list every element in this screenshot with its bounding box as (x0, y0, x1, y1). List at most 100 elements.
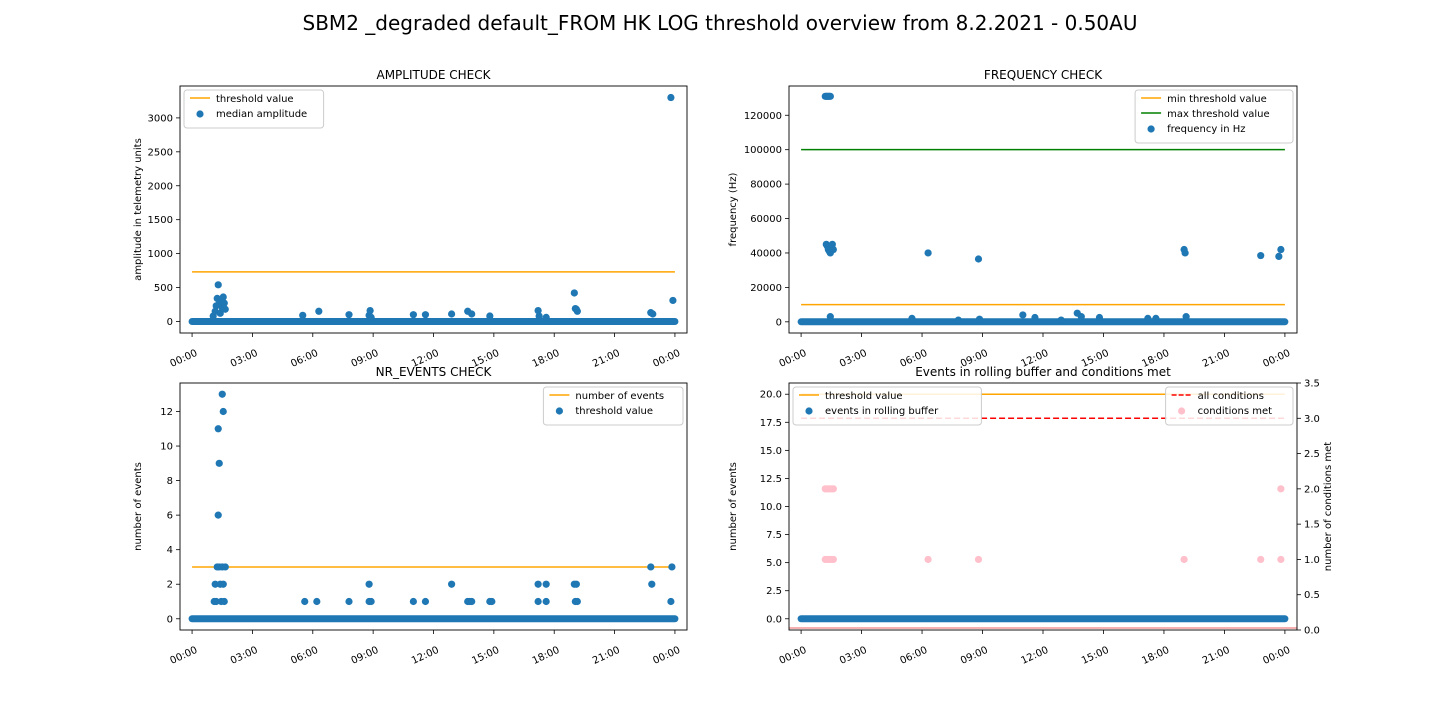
data-point (669, 296, 677, 305)
data-point (826, 92, 834, 100)
legend: threshold value median amplitude (183, 89, 325, 129)
data-point (1019, 311, 1027, 319)
data-point (365, 580, 373, 588)
y-right-tick-label: 2.0 (1304, 484, 1320, 495)
data-point (1275, 252, 1283, 261)
data-point (221, 563, 229, 571)
x-tick-label: 12:00 (410, 645, 441, 667)
x-tick-label: 15:00 (1080, 645, 1111, 667)
y-tick-label: 40000 (750, 248, 782, 259)
x-tick-label: 15:00 (470, 645, 501, 667)
legend: min threshold value max threshold value fr… (1134, 89, 1294, 144)
y-axis-label: number of events (728, 462, 739, 551)
y-right-axis-label: number of conditions met (1323, 442, 1334, 572)
x-tick-label: 00:00 (778, 348, 809, 370)
x-tick-label: 21:00 (1201, 348, 1232, 370)
x-tick-label: 21:00 (591, 348, 622, 370)
x-tick-label: 06:00 (289, 348, 320, 370)
legend-marker-swatch (196, 110, 204, 118)
legend-marker-swatch (1147, 125, 1155, 133)
condition-point (974, 555, 983, 564)
data-point (488, 597, 496, 606)
legend-label: threshold value (216, 94, 294, 105)
y-tick-label: 60000 (750, 214, 782, 225)
y-axis-label: frequency (Hz) (728, 172, 739, 246)
data-point (542, 313, 550, 321)
y-tick-label: 1500 (148, 215, 173, 226)
y-tick-label: 2.5 (766, 586, 782, 597)
legend-label: number of events (575, 391, 664, 402)
data-point (1095, 313, 1104, 322)
condition-point (1277, 555, 1285, 564)
x-tick-label: 18:00 (531, 645, 562, 667)
data-point (211, 580, 219, 588)
y-tick-label: 12.5 (760, 474, 782, 485)
data-point (212, 597, 220, 606)
data-point (908, 314, 916, 322)
x-tick-label: 21:00 (591, 645, 622, 667)
data-point (367, 597, 375, 606)
x-tick-label: 12:00 (1019, 645, 1050, 667)
y-tick-label: 0 (776, 317, 782, 328)
x-tick-label: 09:00 (350, 645, 381, 667)
x-tick-label: 18:00 (1140, 645, 1171, 667)
data-point (954, 316, 962, 324)
x-tick-label: 21:00 (1201, 645, 1232, 667)
y-tick-label: 15.0 (760, 446, 782, 457)
data-point (367, 313, 375, 321)
legend-label: conditions met (1198, 406, 1273, 417)
data-point (573, 307, 581, 315)
legend: threshold value events in rolling buffer (792, 386, 982, 426)
data-point (301, 597, 309, 606)
data-point (573, 597, 581, 606)
data-point (219, 580, 227, 588)
data-point (220, 299, 228, 307)
y-tick-label: 12 (160, 407, 173, 418)
data-point (534, 307, 542, 315)
y-right-tick-label: 0.5 (1304, 590, 1320, 601)
x-tick-label: 06:00 (289, 645, 320, 667)
y-right-tick-label: 2.5 (1304, 449, 1320, 460)
y-tick-label: 0 (167, 614, 173, 625)
data-point (366, 307, 374, 315)
data-point (219, 293, 227, 301)
data-point (214, 425, 222, 433)
condition-point (1277, 485, 1285, 493)
data-point (214, 281, 222, 289)
chart-title: NR_EVENTS CHECK (376, 365, 493, 379)
y-tick-label: 6 (167, 511, 173, 522)
data-point (975, 315, 984, 323)
data-point (572, 580, 580, 588)
y-tick-label: 120000 (744, 111, 782, 122)
y-tick-label: 1000 (148, 249, 173, 260)
y-tick-label: 4 (167, 545, 173, 556)
data-point (448, 580, 456, 588)
x-tick-label: 03:00 (838, 645, 869, 667)
x-tick-label: 03:00 (229, 348, 260, 370)
y-tick-label: 2500 (148, 147, 173, 158)
condition-point (1257, 555, 1265, 564)
data-point (216, 309, 224, 317)
chart-title: AMPLITUDE CHECK (376, 68, 491, 82)
x-tick-label: 00:00 (651, 348, 682, 370)
x-tick-label: 00:00 (651, 645, 682, 667)
legend-marker-swatch (1178, 407, 1186, 415)
data-point (829, 245, 837, 254)
legend-marker-swatch (805, 407, 813, 415)
data-point (221, 305, 229, 313)
data-point (1057, 316, 1065, 324)
data-point (409, 311, 417, 319)
y-tick-label: 20000 (750, 283, 782, 294)
data-point (486, 312, 494, 320)
data-point (313, 597, 321, 606)
y-right-tick-label: 3.0 (1304, 414, 1320, 425)
y-tick-label: 10.0 (760, 502, 782, 513)
figure-title: SBM2 _degraded default_FROM HK LOG thres… (303, 11, 1138, 35)
legend-box (542, 386, 684, 426)
x-tick-label: 00:00 (169, 348, 200, 370)
data-point (345, 311, 353, 319)
chart-title: FREQUENCY CHECK (984, 68, 1103, 82)
data-point (1277, 245, 1285, 254)
y-tick-label: 7.5 (766, 530, 782, 541)
